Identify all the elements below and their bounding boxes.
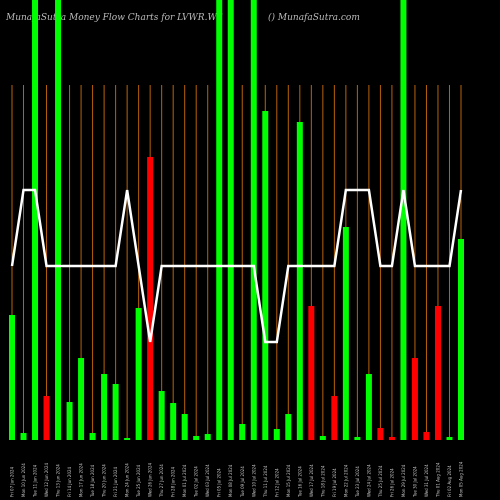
x-tick-label: Mon 01 Jul 2024 [182, 464, 187, 497]
bar [388, 437, 395, 440]
bar [43, 396, 50, 440]
bar [308, 306, 315, 440]
x-tick-label: Tue 11 Jun 2024 [33, 464, 38, 498]
x-tick-label: Fri 12 Jul 2024 [274, 468, 279, 497]
bar [273, 429, 280, 440]
bar [9, 315, 15, 440]
x-tick-label: Thu 27 Jun 2024 [159, 464, 164, 498]
x-tick-label: Fri 21 Jun 2024 [113, 466, 118, 497]
bar [112, 384, 119, 440]
x-tick-label: Tue 23 Jul 2024 [355, 466, 360, 498]
x-tick-label: Mon 24 Jun 2024 [125, 463, 130, 497]
x-tick-label: Fri 26 Jul 2024 [389, 468, 394, 497]
x-tick-label: Wed 26 Jun 2024 [148, 462, 153, 497]
bar [55, 0, 62, 440]
bar [181, 414, 188, 440]
line [10, 188, 463, 344]
x-tick-label: Tue 18 Jun 2024 [90, 464, 95, 498]
bar [204, 434, 211, 440]
bar [296, 122, 303, 440]
x-tick-label: Wed 17 Jul 2024 [309, 464, 314, 497]
x-tick-label: Wed 03 Jul 2024 [205, 464, 210, 497]
bar [250, 0, 257, 440]
bar [262, 111, 269, 440]
x-tick-label: Fri 19 Jul 2024 [332, 468, 337, 497]
bar [135, 308, 142, 440]
bar [239, 424, 246, 440]
bar [124, 438, 131, 440]
x-tick-label: Thu 25 Jul 2024 [378, 465, 383, 498]
bar [434, 306, 441, 440]
bar [66, 402, 73, 440]
bar [158, 391, 165, 440]
bar [89, 433, 96, 440]
x-tick-label: Mon 29 Jul 2024 [401, 464, 406, 497]
bar [319, 436, 326, 440]
chart-subtitle: () MunafaSutra.com [268, 12, 360, 23]
bar [458, 239, 464, 440]
x-tick-label: Fri 28 Jun 2024 [171, 466, 176, 497]
x-tick-label: Fri 02 Aug 2024 [447, 465, 452, 497]
bar [78, 358, 85, 440]
bar [170, 403, 177, 440]
x-tick-label: Mon 22 Jul 2024 [343, 464, 348, 497]
bar [101, 374, 108, 440]
x-tick-label: Tue 30 Jul 2024 [412, 466, 417, 498]
x-tick-label: Mon 10 Jun 2024 [21, 463, 26, 497]
bar [216, 0, 223, 440]
bar [227, 0, 234, 440]
chart-title: MunafaSutra Money Flow Charts for LVWR.W… [5, 13, 223, 23]
x-tick-label: Thu 18 Jul 2024 [320, 465, 325, 498]
x-tick-label: Wed 31 Jul 2024 [424, 464, 429, 497]
bar [331, 396, 338, 440]
x-tick-label: Tue 09 Jul 2024 [240, 466, 245, 498]
bar [20, 433, 27, 440]
bar [193, 436, 200, 440]
bar [32, 0, 39, 440]
x-tick-label: Fri 14 Jun 2024 [67, 466, 72, 497]
bar [342, 227, 349, 440]
bar [423, 432, 430, 440]
bar [285, 414, 292, 440]
x-tick-label: Thu 01 Aug 2024 [435, 462, 440, 498]
x-tick-label: Fri 05 Jul 2024 [217, 468, 222, 497]
x-tick-label: Wed 24 Jul 2024 [366, 464, 371, 497]
x-tick-label: Tue 16 Jul 2024 [297, 466, 302, 498]
bar [377, 428, 384, 440]
bar [354, 437, 361, 440]
x-tick-label: Tue 02 Jul 2024 [194, 466, 199, 498]
x-tick-label: Thu 20 Jun 2024 [102, 464, 107, 498]
x-tick-label: Thu 13 Jun 2024 [56, 464, 61, 498]
bar [446, 437, 453, 440]
bar [365, 374, 372, 440]
bar [411, 358, 418, 440]
x-tick-label: Mon 17 Jun 2024 [79, 463, 84, 497]
x-tick-label: Wed 10 Jul 2024 [251, 464, 256, 497]
x-tick-label: Mon 08 Jul 2024 [228, 464, 233, 497]
x-tick-label: Mon 15 Jul 2024 [286, 464, 291, 497]
x-tick-label: Thu 11 Jul 2024 [263, 465, 268, 498]
x-tick-label: Tue 25 Jun 2024 [136, 464, 141, 498]
bar [147, 157, 154, 440]
x-tick-label: Fri 07 Jun 2024 [10, 466, 15, 497]
x-tick-label: Mon 05 Aug 2024 [459, 461, 464, 497]
bar [400, 0, 407, 440]
x-tick-label: Wed 12 Jun 2024 [44, 462, 49, 497]
